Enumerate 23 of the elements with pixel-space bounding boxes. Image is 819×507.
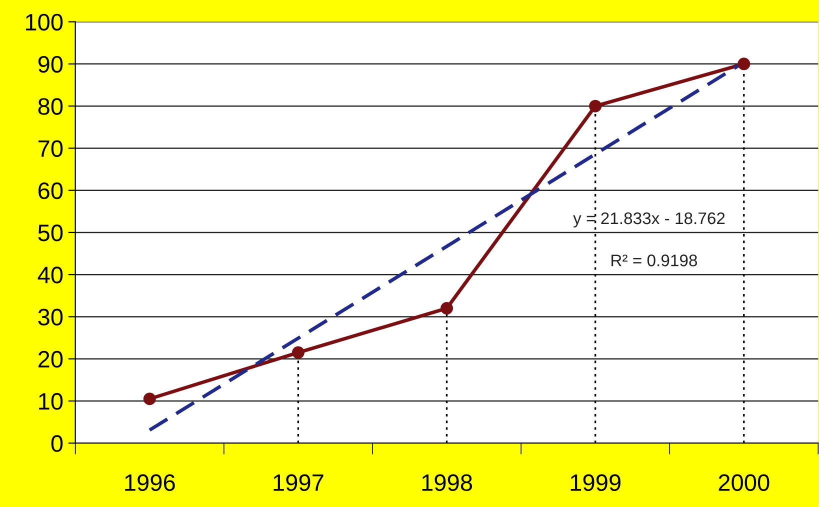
y-tick-label: 70 (38, 140, 63, 157)
x-tick-label: 1996 (125, 474, 175, 492)
x-tick-label: 1998 (422, 474, 472, 492)
y-tick-label: 30 (38, 308, 63, 326)
point (738, 58, 750, 70)
annotation: R² = 0.9198 (612, 254, 698, 266)
x-tick-label: 1999 (570, 474, 620, 492)
y-tick-label: 0 (51, 435, 63, 452)
y-tick-label: 10 (39, 393, 63, 410)
y-tick-label: 90 (38, 56, 63, 73)
annotation: y = 21.833x - 18.762 (573, 212, 725, 228)
y-tick-label: 80 (38, 98, 63, 115)
x-tick-label: 1997 (274, 474, 324, 492)
y-tick-label: 60 (38, 182, 63, 200)
y-tick-label: 50 (38, 224, 63, 242)
point (143, 392, 156, 406)
point (440, 302, 454, 315)
y-tick-label: 100 (26, 14, 63, 31)
y-tick-label: 40 (38, 266, 63, 284)
point (292, 346, 304, 359)
x-tick-label: 2000 (718, 474, 770, 492)
point (589, 100, 602, 112)
y-tick-label: 20 (38, 350, 63, 368)
